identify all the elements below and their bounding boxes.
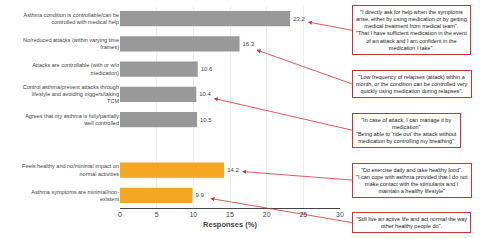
svg-text:23.2: 23.2 [293, 16, 305, 22]
svg-text:Attacks are controllable (with: Attacks are controllable (with or w/omed… [32, 62, 119, 75]
svg-text:10.5: 10.5 [200, 117, 212, 123]
svg-text:"In case of attack, I can mana: "In case of attack, I can manage it byme… [356, 117, 457, 144]
svg-text:No/reduced attacks (within var: No/reduced attacks (within varying timef… [23, 37, 119, 50]
svg-text:5: 5 [155, 211, 159, 218]
svg-text:10.6: 10.6 [201, 66, 213, 72]
svg-text:Control asthma/prevent attacks: Control asthma/prevent attacks throughli… [23, 84, 120, 104]
svg-text:Asthma symptoms are minimal/no: Asthma symptoms are minimal/non-existent [31, 189, 119, 202]
svg-text:Agrees that my asthma is fully: Agrees that my asthma is fully/partially… [25, 113, 119, 126]
svg-text:16.3: 16.3 [243, 41, 255, 47]
svg-text:0: 0 [118, 211, 122, 218]
svg-text:9.9: 9.9 [196, 192, 205, 198]
svg-text:"Do exercise daily and take he: "Do exercise daily and take healthy food… [356, 167, 468, 194]
svg-text:"Low frequency of relapses (at: "Low frequency of relapses (attack) with… [356, 74, 468, 94]
svg-text:20: 20 [263, 211, 271, 218]
svg-text:10.4: 10.4 [199, 91, 211, 97]
svg-text:Responses (%): Responses (%) [203, 220, 257, 229]
svg-text:14.2: 14.2 [227, 167, 239, 173]
svg-text:Asthma condition is controllab: Asthma condition is controllable/can bec… [24, 12, 119, 25]
svg-text:30: 30 [336, 211, 344, 218]
svg-text:Feels healthy and no/minimal i: Feels healthy and no/minimal impact onno… [22, 163, 119, 176]
svg-text:15: 15 [226, 211, 234, 218]
svg-text:"Still live an active life and: "Still live an active life and act norma… [356, 216, 467, 229]
svg-text:10: 10 [189, 211, 197, 218]
svg-text:25: 25 [299, 211, 307, 218]
svg-text:"I directly ask for help when: "I directly ask for help when the sympto… [356, 9, 467, 51]
